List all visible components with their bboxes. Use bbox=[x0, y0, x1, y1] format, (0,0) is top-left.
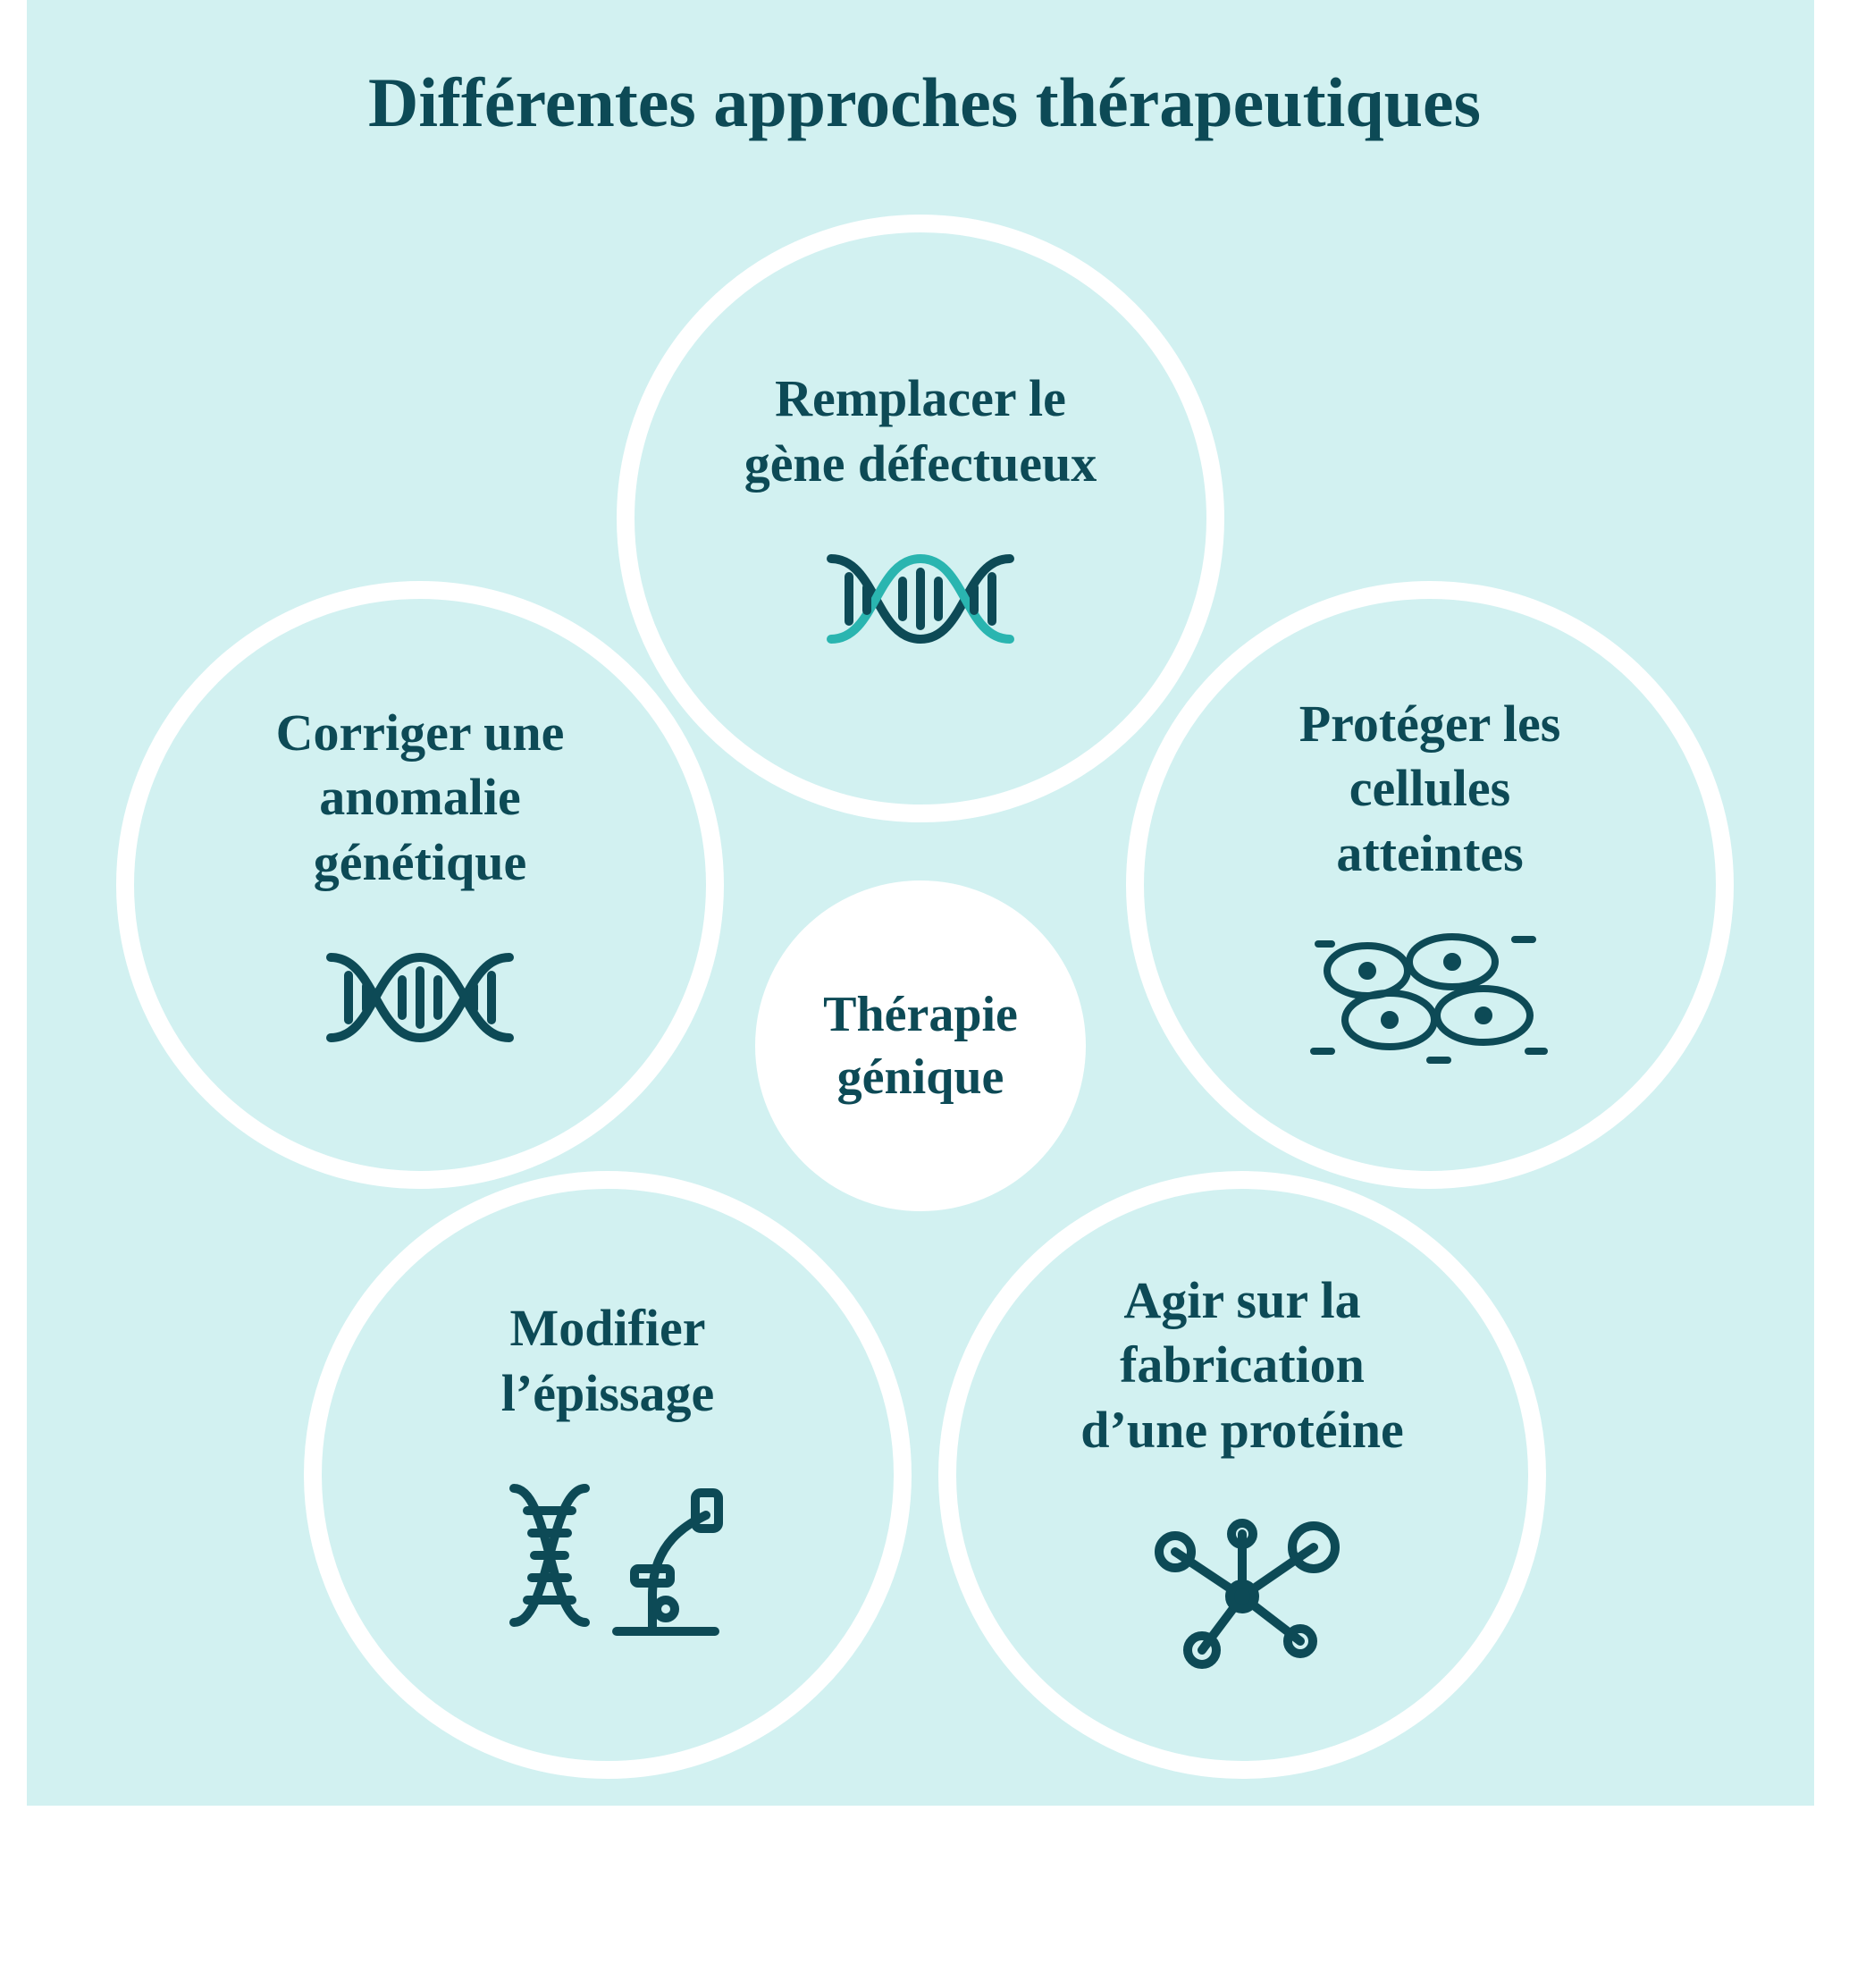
molecule-icon bbox=[1126, 1498, 1358, 1681]
node-replace-gene: Remplacer le gène défectueux bbox=[617, 215, 1224, 822]
dna-icon bbox=[313, 931, 527, 1065]
node-label: Protéger les cellules atteintes bbox=[1299, 692, 1561, 887]
node-act-protein: Agir sur la fabrication d’une protéine bbox=[938, 1171, 1546, 1779]
dna-icon bbox=[313, 931, 527, 1069]
node-correct-anom: Corriger une anomalie génétique bbox=[116, 581, 724, 1189]
dna-scope-icon bbox=[483, 1462, 733, 1654]
center-label: Thérapie génique bbox=[823, 983, 1018, 1108]
center-node: Thérapie génique bbox=[755, 880, 1086, 1211]
page-title: Différentes approches thérapeutiques bbox=[0, 63, 1849, 143]
node-label: Corriger une anomalie génétique bbox=[276, 701, 565, 896]
dna-accent-icon bbox=[813, 532, 1028, 670]
node-label: Remplacer le gène défectueux bbox=[744, 366, 1097, 496]
node-label: Agir sur la fabrication d’une protéine bbox=[1080, 1268, 1403, 1463]
node-modify-splice: Modifier l’épissage bbox=[304, 1171, 912, 1779]
dna-microscope-icon bbox=[483, 1462, 733, 1649]
node-protect-cells: Protéger les cellules atteintes bbox=[1126, 581, 1734, 1189]
cells-icon bbox=[1305, 922, 1555, 1078]
dna-icon bbox=[813, 532, 1028, 666]
molecule-icon bbox=[1126, 1498, 1358, 1677]
cells-icon bbox=[1305, 922, 1555, 1074]
node-label: Modifier l’épissage bbox=[501, 1296, 714, 1426]
